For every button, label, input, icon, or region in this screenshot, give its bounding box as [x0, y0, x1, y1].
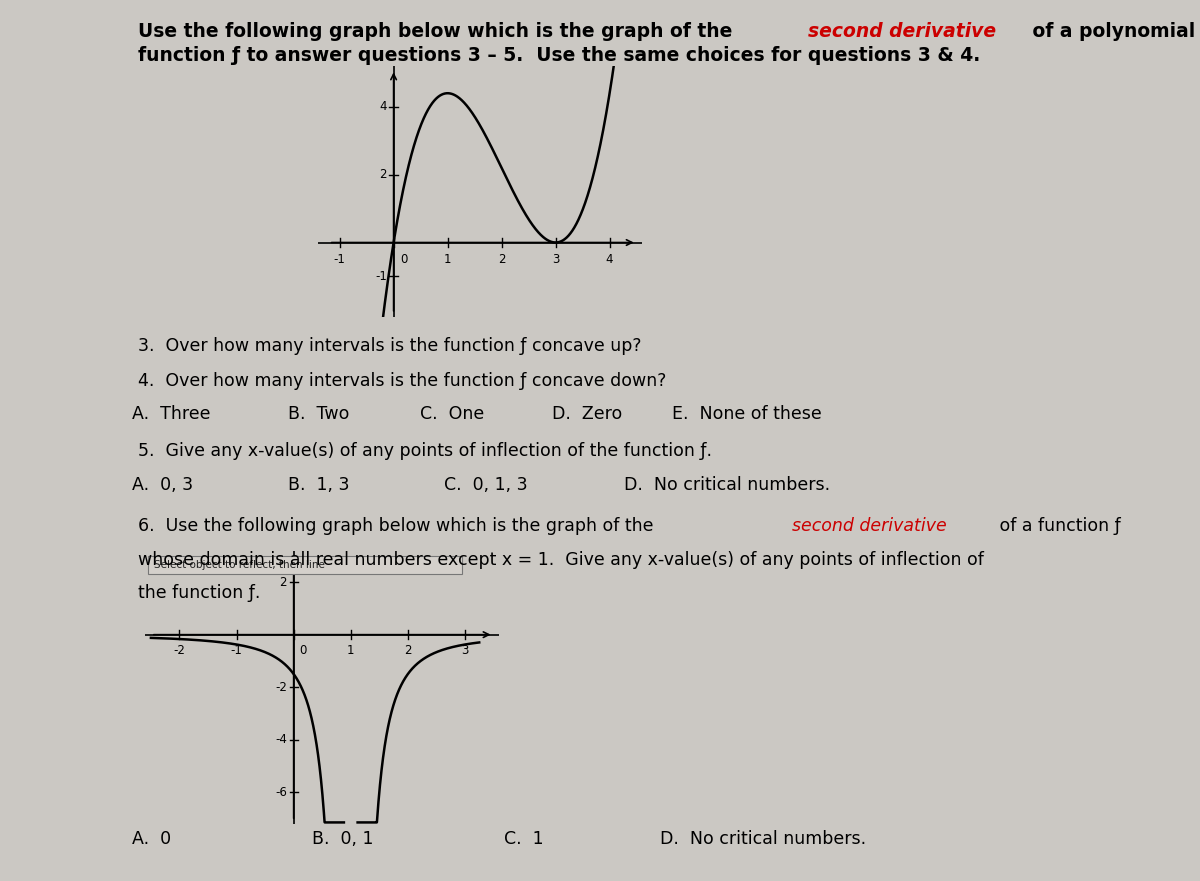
- Text: 4.  Over how many intervals is the function ƒ concave down?: 4. Over how many intervals is the functi…: [138, 372, 666, 389]
- Text: 2: 2: [379, 168, 388, 181]
- Text: 1: 1: [444, 254, 451, 266]
- Text: -1: -1: [230, 644, 242, 657]
- FancyBboxPatch shape: [148, 556, 462, 574]
- Text: 6.  Use the following graph below which is the graph of the: 6. Use the following graph below which i…: [138, 517, 659, 535]
- Text: B.  0, 1: B. 0, 1: [312, 830, 373, 848]
- Text: second derivative: second derivative: [792, 517, 947, 535]
- Text: 1: 1: [347, 644, 354, 657]
- Text: 4: 4: [379, 100, 388, 114]
- Text: function ƒ to answer questions 3 – 5.  Use the same choices for questions 3 & 4.: function ƒ to answer questions 3 – 5. Us…: [138, 46, 980, 65]
- Text: Select object to reflect, then line: Select object to reflect, then line: [154, 560, 328, 570]
- Text: B.  1, 3: B. 1, 3: [288, 476, 349, 493]
- Text: 3: 3: [552, 254, 559, 266]
- Text: C.  1: C. 1: [504, 830, 544, 848]
- Text: C.  0, 1, 3: C. 0, 1, 3: [444, 476, 528, 493]
- Text: A.  0: A. 0: [132, 830, 172, 848]
- Text: 2: 2: [280, 575, 287, 589]
- Text: 2: 2: [404, 644, 412, 657]
- Text: second derivative: second derivative: [808, 22, 996, 41]
- Text: 3.  Over how many intervals is the function ƒ concave up?: 3. Over how many intervals is the functi…: [138, 337, 642, 354]
- Text: D.  No critical numbers.: D. No critical numbers.: [660, 830, 866, 848]
- Text: D.  Zero: D. Zero: [552, 405, 623, 423]
- Text: -1: -1: [334, 254, 346, 266]
- Text: of a polynomial: of a polynomial: [1026, 22, 1195, 41]
- Text: 2: 2: [498, 254, 505, 266]
- Text: E.  None of these: E. None of these: [672, 405, 822, 423]
- Text: C.  One: C. One: [420, 405, 485, 423]
- Text: of a function ƒ: of a function ƒ: [994, 517, 1121, 535]
- Text: 0: 0: [400, 254, 408, 266]
- Text: A.  Three: A. Three: [132, 405, 210, 423]
- Text: -2: -2: [174, 644, 185, 657]
- Text: Use the following graph below which is the graph of the: Use the following graph below which is t…: [138, 22, 739, 41]
- Text: the function ƒ.: the function ƒ.: [138, 584, 260, 602]
- Text: -4: -4: [275, 733, 287, 746]
- Text: D.  No critical numbers.: D. No critical numbers.: [624, 476, 830, 493]
- Text: -1: -1: [376, 270, 388, 283]
- Text: -6: -6: [275, 786, 287, 799]
- Text: 3: 3: [461, 644, 469, 657]
- Text: -2: -2: [275, 681, 287, 693]
- Text: 0: 0: [299, 644, 307, 657]
- Text: B.  Two: B. Two: [288, 405, 349, 423]
- Text: A.  0, 3: A. 0, 3: [132, 476, 193, 493]
- Text: 4: 4: [606, 254, 613, 266]
- Text: whose domain is all real numbers except x = 1.  Give any x-value(s) of any point: whose domain is all real numbers except …: [138, 551, 984, 568]
- Text: 5.  Give any x-value(s) of any points of inflection of the function ƒ.: 5. Give any x-value(s) of any points of …: [138, 442, 712, 460]
